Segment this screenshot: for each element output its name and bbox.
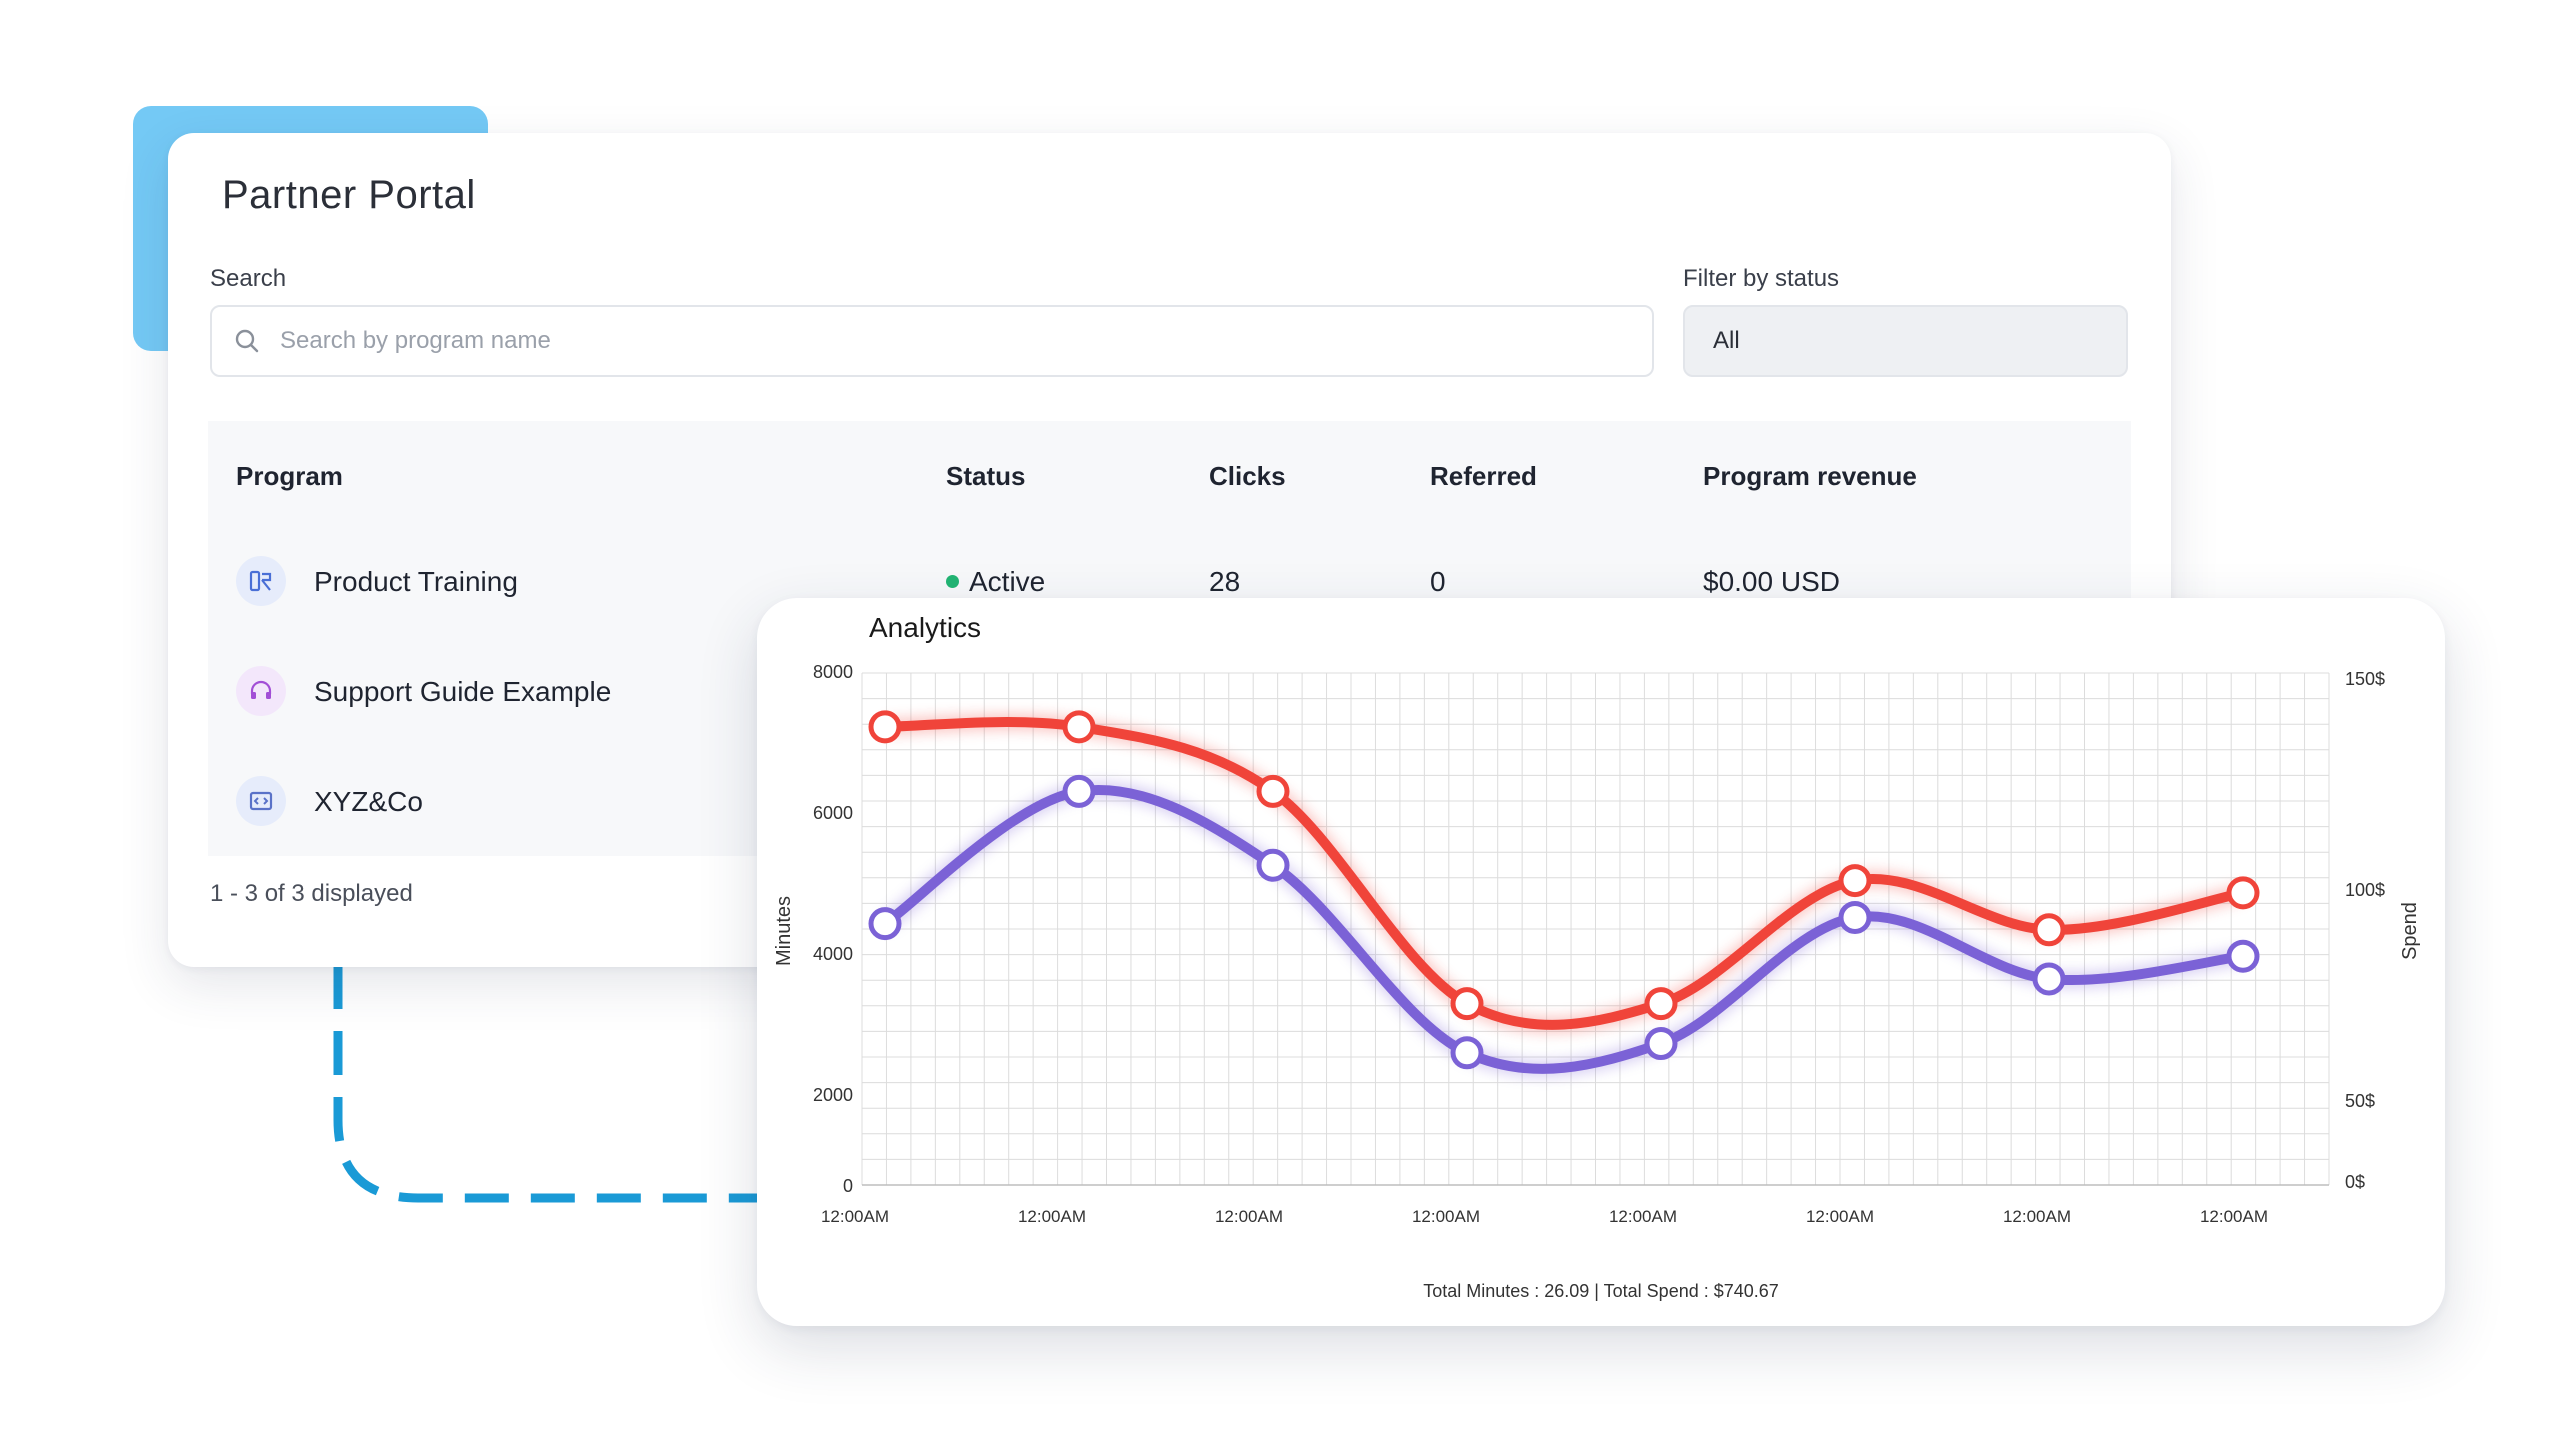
data-point xyxy=(1062,774,1096,808)
status-badge: Active xyxy=(946,566,1045,598)
y-tick-label: 6000 xyxy=(813,803,853,823)
filter-label: Filter by status xyxy=(1683,265,1840,292)
data-point xyxy=(1838,900,1872,934)
data-point xyxy=(2226,939,2260,973)
y-tick-label: 2000 xyxy=(813,1085,853,1105)
x-tick-label: 12:00AM xyxy=(1806,1207,1874,1226)
search-icon xyxy=(235,329,259,353)
data-point xyxy=(1838,864,1872,898)
pagination-summary: 1 - 3 of 3 displayed xyxy=(210,880,413,907)
training-icon xyxy=(236,556,286,606)
search-label: Search xyxy=(210,265,287,292)
x-tick-label: 12:00AM xyxy=(2003,1207,2071,1226)
y-tick-label: 0 xyxy=(843,1176,853,1196)
table-header: Program Status Clicks Referred Program r… xyxy=(208,421,2131,526)
y2-tick-label: 150$ xyxy=(2345,669,2385,689)
data-point xyxy=(1256,848,1290,882)
program-name[interactable]: Product Training xyxy=(314,566,518,597)
page-title: Partner Portal xyxy=(222,173,476,217)
column-program[interactable]: Program xyxy=(236,461,343,491)
y-axis-label: Minutes xyxy=(773,896,795,966)
series-line xyxy=(880,717,2248,1030)
data-point xyxy=(1062,710,1096,744)
y2-tick-label: 0$ xyxy=(2345,1172,2365,1192)
clicks-value: 28 xyxy=(1209,566,1241,597)
headset-icon xyxy=(236,666,286,716)
x-tick-label: 12:00AM xyxy=(2200,1207,2268,1226)
x-tick-label: 12:00AM xyxy=(1018,1207,1086,1226)
column-program-revenue[interactable]: Program revenue xyxy=(1703,461,1917,491)
y2-tick-label: 100$ xyxy=(2345,880,2385,900)
data-point xyxy=(1644,987,1678,1021)
code-window-icon xyxy=(236,776,286,826)
series-line xyxy=(880,785,2248,1074)
analytics-card: Analytics 8000 6000 4000 2000 0 150$ 100$ 50$ 0$… xyxy=(757,598,2445,1326)
search-input[interactable]: Search by program name xyxy=(210,305,1654,377)
data-point xyxy=(868,710,902,744)
x-tick-label: 12:00AM xyxy=(1609,1207,1677,1226)
status-filter-select[interactable]: All xyxy=(1683,305,2128,377)
x-tick-label: 12:00AM xyxy=(1215,1207,1283,1226)
data-point xyxy=(2032,962,2066,996)
analytics-chart: 8000 6000 4000 2000 0 150$ 100$ 50$ 0$ 12:00AM 12:… xyxy=(773,662,2421,1301)
revenue-value: $0.00 USD xyxy=(1703,566,1840,597)
y-tick-label: 8000 xyxy=(813,662,853,682)
referred-value: 0 xyxy=(1430,566,1446,597)
y-tick-label: 4000 xyxy=(813,944,853,964)
column-status[interactable]: Status xyxy=(946,461,1026,491)
x-tick-label: 12:00AM xyxy=(821,1207,889,1226)
search-placeholder: Search by program name xyxy=(280,327,551,354)
data-point xyxy=(1256,774,1290,808)
data-point xyxy=(2032,913,2066,947)
column-clicks[interactable]: Clicks xyxy=(1209,461,1286,491)
data-point xyxy=(1450,1036,1484,1070)
y2-tick-label: 50$ xyxy=(2345,1091,2375,1111)
program-name[interactable]: XYZ&Co xyxy=(314,786,423,817)
column-referred[interactable]: Referred xyxy=(1430,461,1537,491)
status-filter-value: All xyxy=(1713,327,1740,354)
data-point xyxy=(2226,876,2260,910)
x-tick-label: 12:00AM xyxy=(1412,1207,1480,1226)
data-point xyxy=(1644,1027,1678,1061)
y2-axis-label: Spend xyxy=(2399,902,2421,960)
program-name[interactable]: Support Guide Example xyxy=(314,676,612,707)
data-point xyxy=(868,907,902,941)
analytics-title: Analytics xyxy=(869,612,982,643)
data-point xyxy=(1450,987,1484,1021)
status-dot xyxy=(946,575,959,589)
totals-footer: Total Minutes : 26.09 | Total Spend : $7… xyxy=(1423,1281,1779,1301)
